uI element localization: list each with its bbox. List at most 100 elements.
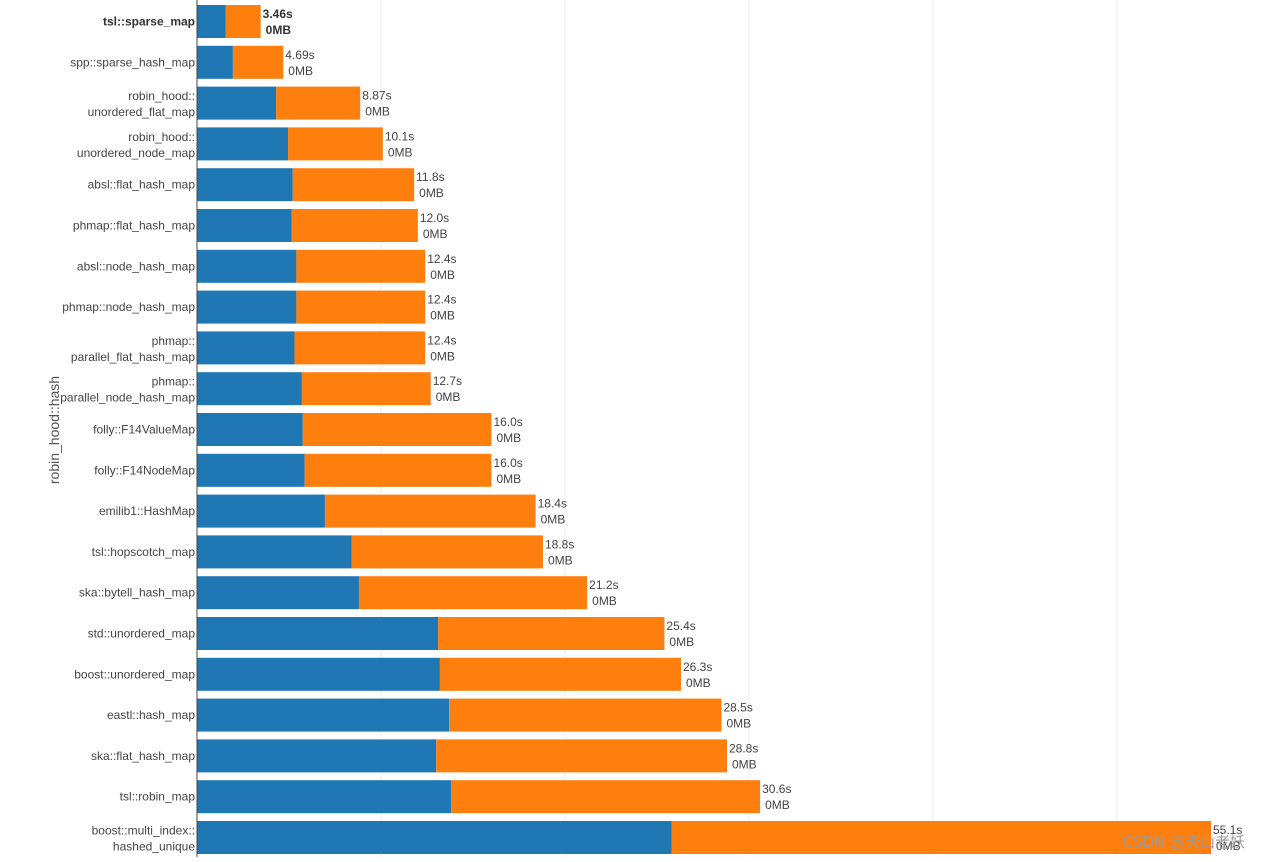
time-label: 16.0s — [493, 415, 522, 429]
time-label: 26.3s — [683, 660, 712, 674]
time-label: 18.4s — [538, 497, 567, 511]
bars — [197, 5, 1211, 854]
bar-segment-first — [197, 5, 226, 38]
memory-label: 0MB — [423, 227, 448, 241]
time-label: 55.1s — [1213, 823, 1242, 837]
category-label: tsl::hopscotch_map — [92, 545, 196, 559]
memory-label: 0MB — [430, 309, 455, 323]
category-label: tsl::sparse_map — [103, 15, 195, 29]
bar-segment-second — [351, 535, 543, 569]
time-label: 12.4s — [427, 333, 456, 347]
bar-segment-second — [296, 290, 426, 324]
category-label: std::unordered_map — [88, 627, 196, 641]
bar-segment-first — [197, 739, 437, 773]
category-label-line: robin_hood:: — [128, 130, 195, 144]
bar-segment-second — [439, 657, 681, 691]
time-label: 25.4s — [666, 619, 695, 633]
bar-segment-second — [438, 617, 665, 650]
time-label: 30.6s — [762, 782, 791, 796]
bar-segment-second — [296, 249, 426, 283]
bar-segment-second — [291, 209, 418, 242]
bar-segment-second — [671, 821, 1211, 854]
bar-segment-first — [197, 127, 289, 161]
memory-label: 0MB — [266, 23, 292, 37]
bar-segment-second — [232, 45, 284, 79]
memory-label: 0MB — [436, 390, 461, 404]
bar-segment-first — [197, 617, 439, 650]
bar-segment-first — [197, 780, 451, 814]
memory-label: 0MB — [548, 553, 573, 567]
bar-segment-second — [449, 698, 722, 732]
memory-label: 0MB — [686, 676, 711, 690]
bar-segment-first — [197, 535, 352, 569]
memory-label: 0MB — [419, 186, 444, 200]
time-label: 3.46s — [263, 7, 293, 21]
time-label: 12.4s — [427, 252, 456, 266]
bar-segment-first — [197, 494, 325, 528]
memory-label: 0MB — [496, 431, 521, 445]
category-label: ska::flat_hash_map — [91, 749, 195, 763]
bar-segment-first — [197, 209, 292, 242]
time-label: 12.7s — [433, 374, 462, 388]
memory-label: 0MB — [496, 472, 521, 486]
y-axis-title: robin_hood::hash — [46, 376, 62, 484]
category-label: folly::F14ValueMap — [93, 423, 195, 437]
memory-label: 0MB — [541, 513, 566, 527]
bar-segment-first — [197, 45, 233, 79]
category-label: folly::F14NodeMap — [94, 463, 195, 477]
time-label: 18.8s — [545, 537, 574, 551]
bar-segment-second — [302, 413, 492, 446]
category-label: eastl::hash_map — [107, 708, 195, 722]
memory-label: 0MB — [1216, 839, 1241, 853]
category-label: absl::node_hash_map — [77, 259, 195, 273]
bar-segment-second — [225, 5, 261, 38]
category-label-line: hashed_unique — [113, 840, 195, 854]
category-label-line: phmap:: — [152, 334, 195, 348]
category-label: boost::unordered_map — [74, 667, 195, 681]
bar-segment-first — [197, 290, 297, 324]
category-label: emilib1::HashMap — [99, 504, 195, 518]
bar-segment-second — [324, 494, 536, 528]
time-label: 28.5s — [723, 701, 752, 715]
category-label: absl::flat_hash_map — [88, 178, 196, 192]
memory-label: 0MB — [365, 105, 390, 119]
memory-label: 0MB — [726, 717, 751, 731]
time-label: 11.8s — [416, 170, 444, 184]
memory-label: 0MB — [765, 798, 790, 812]
category-label: phmap::node_hash_map — [62, 300, 195, 314]
category-label-line: unordered_flat_map — [88, 105, 196, 119]
memory-label: 0MB — [430, 268, 455, 282]
time-label: 8.87s — [362, 89, 391, 103]
watermark: CSDN @天山老妖 — [1122, 833, 1245, 851]
time-label: 12.0s — [420, 211, 449, 225]
category-label: tsl::robin_map — [120, 790, 196, 804]
bar-segment-second — [450, 780, 761, 814]
category-label-line: parallel_node_hash_map — [60, 391, 195, 405]
bar-segment-second — [301, 372, 431, 406]
memory-label: 0MB — [288, 64, 313, 78]
bar-segment-second — [292, 168, 415, 202]
category-label: phmap::flat_hash_map — [73, 219, 195, 233]
bar-segment-first — [197, 86, 277, 120]
category-label-line: phmap:: — [152, 375, 195, 389]
time-label: 28.8s — [729, 741, 758, 755]
category-label-line: robin_hood:: — [128, 89, 195, 103]
bar-segment-first — [197, 698, 450, 732]
category-label-line: boost::multi_index:: — [92, 824, 195, 838]
bar-segment-first — [197, 413, 303, 446]
category-label: phmap:: parallel_flat_hash_map — [71, 334, 195, 364]
category-label: robin_hood:: unordered_flat_map — [88, 89, 196, 119]
bar-segment-second — [358, 576, 588, 610]
bar-segment-first — [197, 657, 440, 691]
category-label: robin_hood:: unordered_node_map — [77, 130, 195, 160]
bar-segment-second — [276, 86, 361, 120]
time-label: 10.1s — [385, 129, 414, 143]
memory-label: 0MB — [430, 349, 455, 363]
bar-segment-first — [197, 249, 297, 283]
category-label: phmap:: parallel_node_hash_map — [60, 375, 195, 405]
bar-segment-second — [436, 739, 728, 773]
memory-label: 0MB — [592, 594, 617, 608]
time-label: 12.4s — [427, 293, 456, 307]
category-label-line: parallel_flat_hash_map — [71, 350, 195, 364]
